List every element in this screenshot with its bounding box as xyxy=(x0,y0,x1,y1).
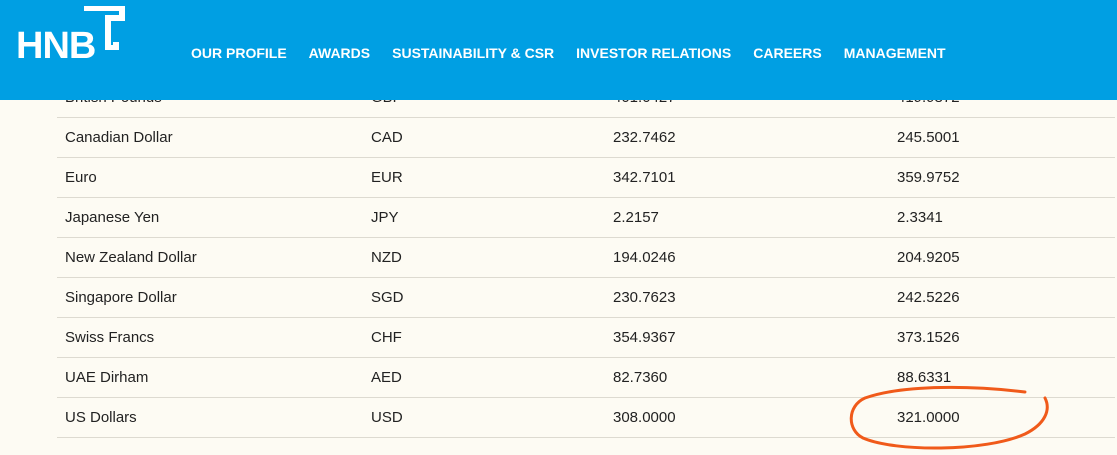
currency-name: UAE Dirham xyxy=(65,369,149,386)
selling-rate: 321.0000 xyxy=(897,409,960,426)
buying-rate: 230.7623 xyxy=(613,289,676,306)
logo-text: HNB xyxy=(16,25,96,67)
nav-awards[interactable]: AWARDS xyxy=(308,45,371,61)
currency-name: Singapore Dollar xyxy=(65,289,177,306)
selling-rate: 2.3341 xyxy=(897,209,943,226)
selling-rate: 204.9205 xyxy=(897,249,960,266)
currency-code: NZD xyxy=(371,249,402,266)
table-row: US Dollars USD 308.0000 321.0000 xyxy=(57,398,1115,438)
selling-rate: 88.6331 xyxy=(897,369,952,386)
selling-rate: 373.1526 xyxy=(897,329,960,346)
table-row: New Zealand Dollar NZD 194.0246 204.9205 xyxy=(57,238,1115,278)
selling-rate: 245.5001 xyxy=(897,129,960,146)
currency-name: Canadian Dollar xyxy=(65,129,173,146)
currency-name: US Dollars xyxy=(65,409,137,426)
nav-sustainability-csr[interactable]: SUSTAINABILITY & CSR xyxy=(392,45,555,61)
table-row: Swiss Francs CHF 354.9367 373.1526 xyxy=(57,318,1115,358)
exchange-rates-table: British Pounds GBP 401.0427 419.9872 Can… xyxy=(57,78,1115,438)
buying-rate: 342.7101 xyxy=(613,169,676,186)
selling-rate: 359.9752 xyxy=(897,169,960,186)
currency-code: USD xyxy=(371,409,403,426)
buying-rate: 2.2157 xyxy=(613,209,659,226)
hnb-logo[interactable]: HNB xyxy=(14,6,134,66)
main-nav: OUR PROFILE AWARDS SUSTAINABILITY & CSR … xyxy=(180,44,957,62)
table-row: Japanese Yen JPY 2.2157 2.3341 xyxy=(57,198,1115,238)
site-header: HNB OUR PROFILE AWARDS SUSTAINABILITY & … xyxy=(0,0,1117,100)
currency-code: JPY xyxy=(371,209,399,226)
currency-code: CHF xyxy=(371,329,402,346)
currency-code: AED xyxy=(371,369,402,386)
table-row: Canadian Dollar CAD 232.7462 245.5001 xyxy=(57,118,1115,158)
nav-our-profile[interactable]: OUR PROFILE xyxy=(191,45,287,61)
buying-rate: 82.7360 xyxy=(613,369,668,386)
logo-mark-icon xyxy=(84,6,125,50)
buying-rate: 194.0246 xyxy=(613,249,676,266)
nav-careers[interactable]: CAREERS xyxy=(753,45,822,61)
nav-investor-relations[interactable]: INVESTOR RELATIONS xyxy=(576,45,732,61)
table-row: UAE Dirham AED 82.7360 88.6331 xyxy=(57,358,1115,398)
nav-management[interactable]: MANAGEMENT xyxy=(843,45,946,61)
currency-code: EUR xyxy=(371,169,403,186)
table-row: Singapore Dollar SGD 230.7623 242.5226 xyxy=(57,278,1115,318)
currency-name: New Zealand Dollar xyxy=(65,249,197,266)
currency-name: Japanese Yen xyxy=(65,209,160,226)
currency-name: Euro xyxy=(65,169,97,186)
buying-rate: 308.0000 xyxy=(613,409,676,426)
table-row: Euro EUR 342.7101 359.9752 xyxy=(57,158,1115,198)
buying-rate: 232.7462 xyxy=(613,129,676,146)
buying-rate: 354.9367 xyxy=(613,329,676,346)
currency-code: SGD xyxy=(371,289,404,306)
currency-name: Swiss Francs xyxy=(65,329,155,346)
selling-rate: 242.5226 xyxy=(897,289,960,306)
currency-code: CAD xyxy=(371,129,403,146)
